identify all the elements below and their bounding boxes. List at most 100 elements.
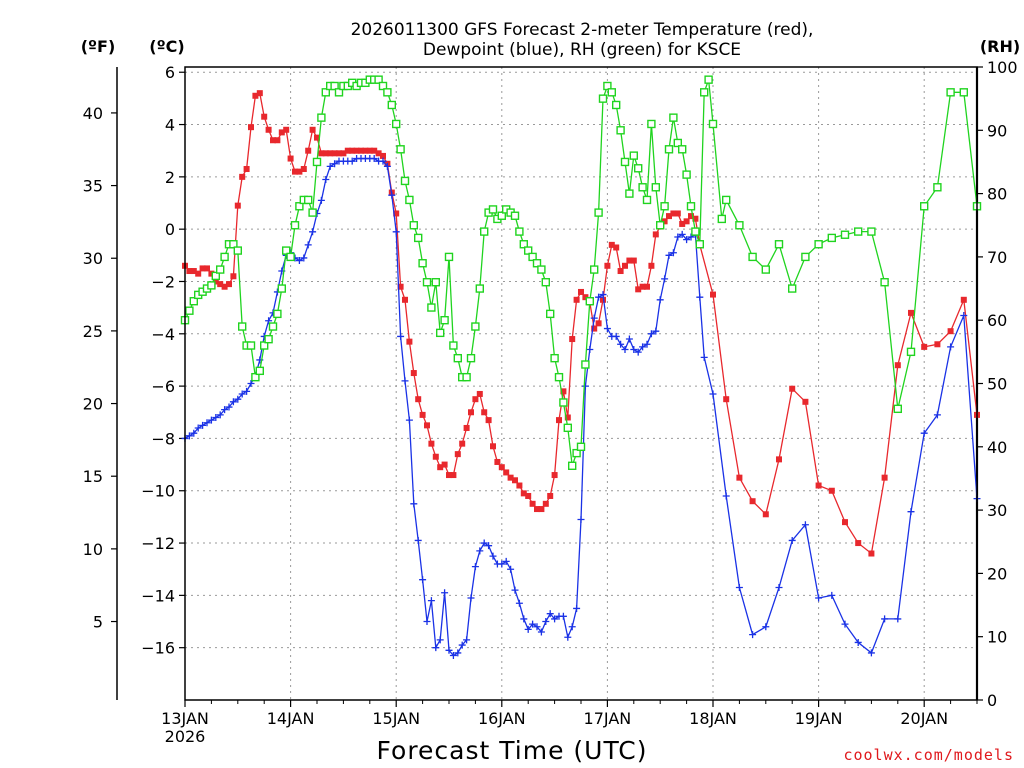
rh-unit-label: (RH) — [980, 37, 1020, 56]
temperature-point-44 — [375, 150, 382, 157]
temperature-point-16 — [252, 92, 259, 99]
temperature-point-27 — [300, 166, 307, 173]
x-tick-label-5: 18JAN — [689, 709, 737, 728]
dewpoint-point-28 — [304, 241, 312, 249]
temperature-point-4 — [199, 265, 206, 272]
temperature-point-39 — [353, 147, 360, 154]
temperature-point-68 — [481, 409, 488, 416]
fahrenheit-tick-label-2: 30 — [83, 249, 103, 268]
temperature-point-133 — [908, 309, 914, 316]
fahrenheit-tick-label-7: 5 — [93, 613, 103, 632]
x-tick-label-7: 20JAN — [900, 709, 948, 728]
temperature-point-23 — [283, 126, 290, 133]
temperature-point-132 — [894, 362, 901, 369]
temperature-point-134 — [921, 343, 928, 350]
dewpoint-point-29 — [309, 228, 317, 236]
dewpoint-point-45 — [379, 157, 387, 165]
temperature-point-88 — [569, 336, 576, 343]
rh-point-107 — [651, 183, 660, 192]
temperature-point-56 — [428, 440, 435, 447]
dewpoint-point-59 — [441, 589, 449, 597]
temperature-point-106 — [648, 262, 655, 269]
rh-point-26 — [295, 202, 304, 211]
celsius-tick-label-11: −16 — [141, 639, 175, 658]
temperature-point-57 — [432, 453, 439, 460]
rh-point-8 — [215, 265, 225, 274]
dewpoint-point-61 — [449, 652, 457, 660]
chart-title: 2026011300 GFS Forecast 2-meter Temperat… — [351, 20, 814, 60]
dewpoint-point-70 — [489, 552, 497, 560]
celsius-tick-label-7: −8 — [151, 429, 175, 448]
rh-point-133 — [867, 227, 876, 236]
dewpoint-point-138 — [960, 311, 968, 319]
dewpoint-point-114 — [683, 236, 691, 244]
temperature-point-18 — [261, 113, 268, 120]
dewpoint-point-117 — [696, 293, 704, 301]
rh-tick-label-0: 100 — [987, 58, 1018, 77]
temperature-point-34 — [331, 150, 338, 157]
dewpoint-point-48 — [392, 228, 400, 236]
temperature-point-31 — [318, 150, 325, 157]
fahrenheit-tick-label-5: 15 — [83, 467, 103, 486]
rh-point-124 — [748, 252, 757, 262]
temperature-point-70 — [490, 443, 496, 450]
dewpoint-point-136 — [933, 411, 941, 419]
temperature-point-123 — [776, 456, 782, 463]
dewpoint-point-122 — [749, 631, 757, 639]
temperature-point-84 — [551, 472, 558, 479]
rh-point-122 — [722, 195, 731, 205]
rh-point-1 — [185, 306, 194, 315]
dewpoint-point-111 — [669, 249, 677, 257]
dewpoint-point-31 — [317, 196, 325, 204]
rh-point-134 — [880, 278, 889, 287]
dewpoint-point-101 — [625, 335, 633, 343]
temperature-point-105 — [644, 283, 650, 290]
dewpoint-point-77 — [520, 615, 528, 623]
temperature-point-58 — [437, 464, 444, 471]
credit-text: coolwx.com/models — [843, 746, 1014, 764]
x-tick-label-1: 14JAN — [267, 709, 315, 728]
celsius-tick-label-5: −4 — [151, 325, 175, 344]
temperature-point-125 — [802, 398, 809, 405]
fahrenheit-tick-label-4: 20 — [83, 395, 103, 414]
temperature-point-111 — [670, 210, 677, 217]
temperature-point-7 — [212, 278, 219, 285]
dewpoint-point-84 — [551, 615, 559, 623]
temperature-point-22 — [278, 129, 285, 136]
rh-tick-label-8: 20 — [987, 564, 1007, 583]
rh-point-56 — [427, 303, 436, 312]
plot-frame — [184, 66, 978, 701]
temperature-point-129 — [855, 540, 862, 547]
temperature-point-81 — [538, 506, 545, 513]
dewpoint-point-76 — [515, 599, 523, 607]
dewpoint-point-123 — [762, 623, 770, 631]
temperature-point-64 — [463, 424, 470, 431]
temperature-point-109 — [661, 218, 668, 225]
rh-point-6 — [207, 281, 216, 290]
temperature-point-119 — [723, 396, 730, 403]
dewpoint-point-43 — [370, 155, 378, 163]
dewpoint-point-119 — [709, 390, 717, 398]
temperature-point-82 — [542, 500, 549, 507]
dewpoint-point-57 — [432, 644, 440, 652]
temperature-point-136 — [947, 328, 954, 335]
dewpoint-point-109 — [661, 275, 669, 283]
temperature-line — [184, 92, 978, 555]
dewpoint-point-113 — [678, 230, 686, 238]
rh-point-92 — [585, 297, 594, 306]
dewpoint-point-68 — [480, 539, 488, 547]
temperature-point-128 — [842, 519, 848, 526]
rh-point-115 — [686, 202, 696, 211]
temperature-point-17 — [256, 90, 263, 97]
temperature-point-79 — [529, 500, 536, 507]
x-axis-title: Forecast Time (UTC) — [377, 736, 648, 765]
rh-point-88 — [568, 461, 577, 470]
temperature-point-116 — [692, 215, 699, 222]
rh-point-93 — [590, 265, 599, 274]
temperature-point-53 — [415, 396, 422, 403]
rh-point-140 — [959, 88, 968, 97]
rh-point-48 — [392, 119, 401, 129]
dewpoint-point-13 — [238, 390, 246, 398]
temperature-point-96 — [604, 262, 611, 269]
temperature-point-65 — [468, 409, 474, 416]
